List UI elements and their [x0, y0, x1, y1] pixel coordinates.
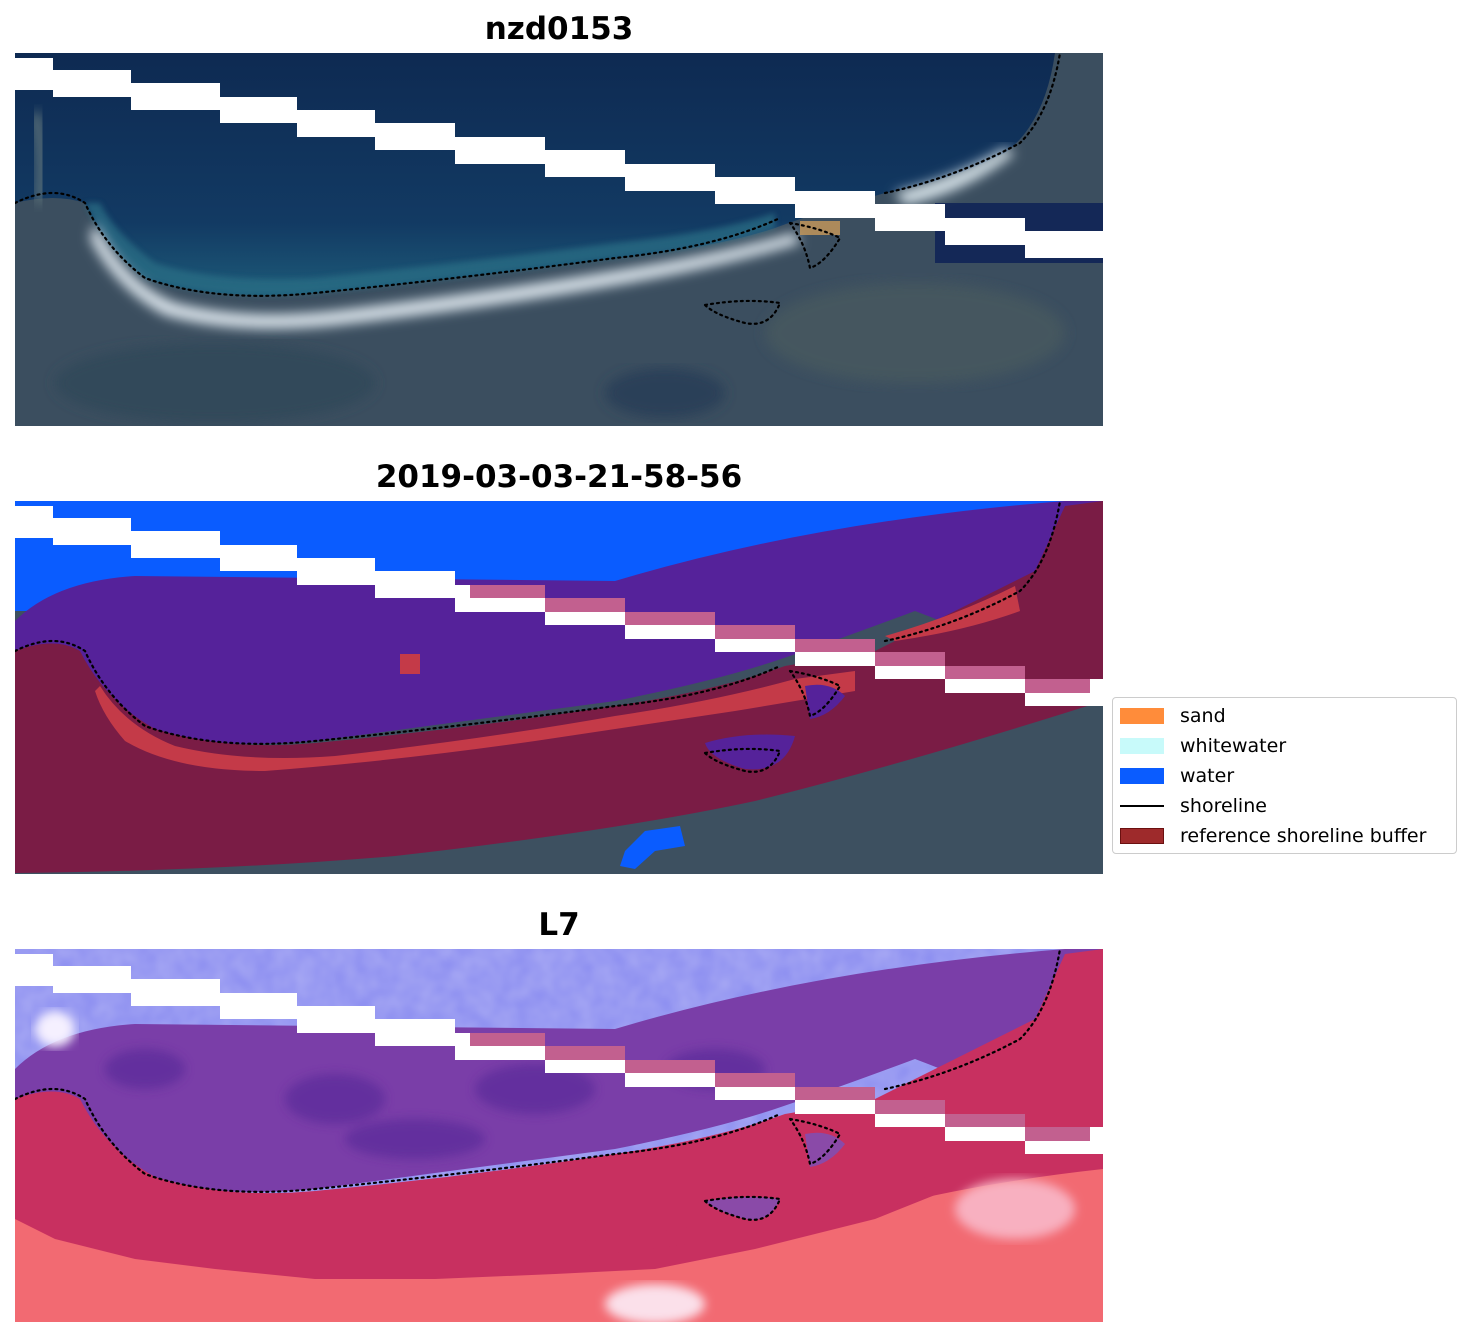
legend-label: reference shoreline buffer — [1180, 825, 1427, 847]
buffer-swatch — [1120, 828, 1164, 844]
legend-label: shoreline — [1180, 795, 1267, 817]
legend-label: whitewater — [1180, 735, 1287, 757]
panel-title-rgb: nzd0153 — [484, 11, 634, 47]
whitewater-swatch — [1120, 738, 1164, 754]
shoreline-swatch — [1120, 805, 1164, 807]
shoreline-line — [15, 949, 1062, 1221]
legend-item-water: water — [1120, 761, 1234, 791]
index-image-panel — [15, 949, 1103, 1322]
rgb-image-panel — [15, 53, 1103, 426]
legend: sand whitewater water shoreline referenc… — [1112, 697, 1457, 854]
legend-label: water — [1180, 765, 1235, 787]
index-image — [15, 949, 1103, 1322]
classified-image-panel — [15, 501, 1103, 874]
legend-item-sand: sand — [1120, 701, 1226, 731]
shoreline-line — [15, 501, 1062, 773]
classified-image — [15, 501, 1103, 874]
shoreline-line — [15, 53, 1062, 325]
water-swatch — [1120, 768, 1164, 784]
panel-title-classified: 2019-03-03-21-58-56 — [375, 459, 743, 495]
legend-item-shoreline: shoreline — [1120, 791, 1267, 821]
panel-title-index: L7 — [538, 907, 580, 943]
legend-item-buffer: reference shoreline buffer — [1120, 821, 1426, 851]
legend-item-whitewater: whitewater — [1120, 731, 1286, 761]
sand-swatch — [1120, 708, 1164, 724]
legend-label: sand — [1180, 705, 1226, 727]
rgb-satellite-image — [15, 53, 1103, 426]
